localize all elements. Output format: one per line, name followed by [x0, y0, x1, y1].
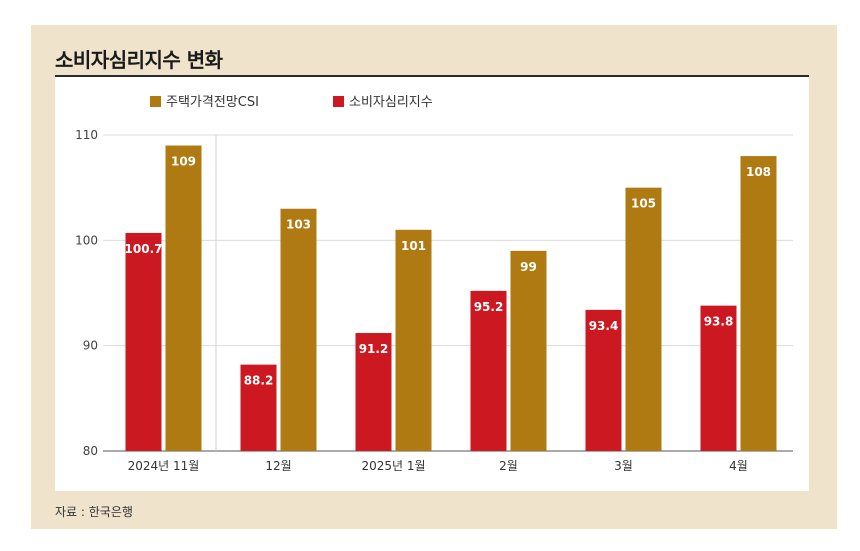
x-tick-label: 2월 [499, 459, 518, 473]
bar-value-label: 95.2 [474, 300, 504, 314]
source-note: 자료 : 한국은행 [55, 505, 133, 519]
bar-value-label: 99 [520, 260, 537, 274]
x-tick-label: 2024년 11월 [128, 459, 200, 473]
bar-value-label: 103 [286, 218, 311, 232]
bar-value-label: 91.2 [359, 342, 389, 356]
legend-swatch-housing [150, 96, 161, 107]
bar-value-label: 88.2 [244, 374, 274, 388]
bar-housing-price-csi [510, 250, 547, 451]
y-tick-label: 90 [83, 339, 98, 353]
bar-housing-price-csi [740, 156, 777, 452]
legend-label-consumer: 소비자심리지수 [349, 95, 433, 110]
bar-consumer-sentiment [585, 309, 622, 451]
bar-consumer-sentiment [355, 333, 392, 451]
bar-consumer-sentiment [240, 364, 277, 451]
bar-consumer-sentiment [125, 232, 162, 451]
bar-value-label: 109 [171, 155, 196, 169]
title-rule [55, 75, 809, 77]
x-tick-label: 12월 [265, 459, 291, 473]
y-tick-label: 80 [83, 444, 98, 458]
bar-value-label: 93.8 [704, 315, 734, 329]
bar-value-label: 100.7 [125, 242, 163, 256]
x-tick-label: 4월 [729, 459, 748, 473]
x-tick-label: 3월 [614, 459, 633, 473]
x-tick-label: 2025년 1월 [361, 459, 425, 473]
legend-swatch-consumer [333, 96, 344, 107]
bar-value-label: 93.4 [589, 319, 619, 333]
bar-housing-price-csi [165, 145, 202, 452]
bar-consumer-sentiment [470, 290, 507, 451]
legend-label-housing: 주택가격전망CSI [166, 95, 259, 110]
bar-value-label: 101 [401, 239, 426, 253]
bar-consumer-sentiment [700, 305, 737, 451]
chart-title: 소비자심리지수 변화 [55, 48, 223, 72]
y-tick-label: 100 [75, 233, 98, 247]
bar-housing-price-csi [395, 229, 432, 451]
bar-housing-price-csi [625, 187, 662, 451]
y-tick-label: 110 [75, 128, 98, 142]
bar-value-label: 105 [631, 197, 656, 211]
bar-housing-price-csi [280, 208, 317, 451]
bar-value-label: 108 [746, 165, 771, 179]
